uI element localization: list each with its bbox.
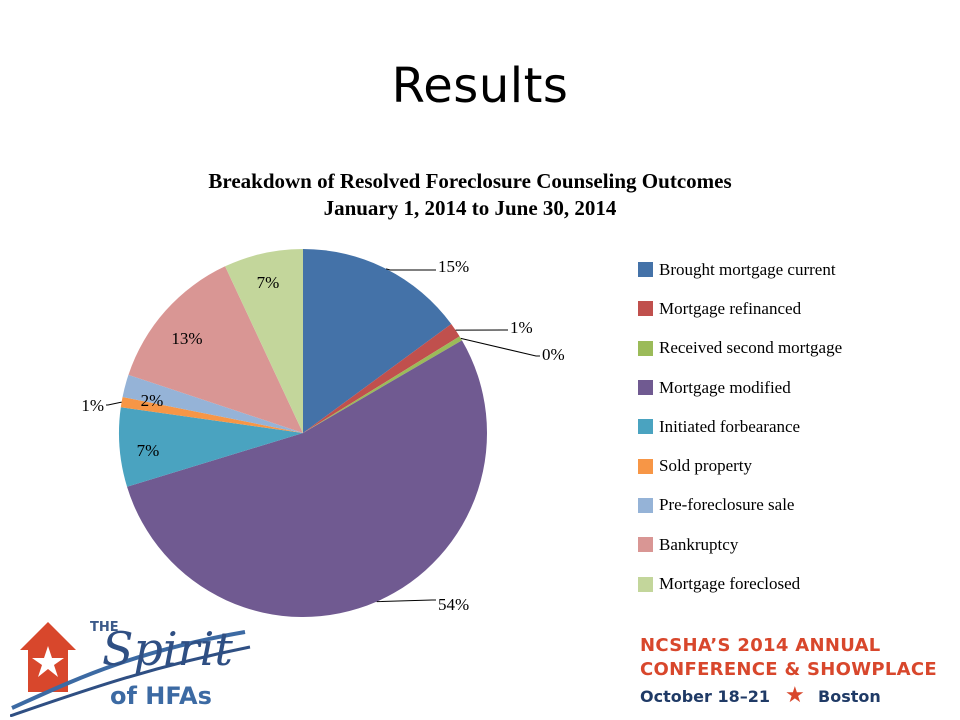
logo-of-text: of [110,682,137,710]
house-star-icon [10,622,251,717]
leader-line [376,599,436,603]
legend-label: Bankruptcy [659,534,739,554]
chart-subtitle: January 1, 2014 to June 30, 2014 [323,196,617,220]
legend-label: Mortgage modified [659,377,791,397]
pie-slice-mortgage-foreclosed [225,249,303,433]
conference-city: Boston [818,687,881,706]
legend-item: Initiated forbearance [638,407,842,446]
legend-item: Received second mortgage [638,329,842,368]
pie-slice-bankruptcy [128,266,303,433]
legend-label: Received second mortgage [659,338,843,358]
star-icon: ★ [785,682,805,707]
data-label: 2% [141,391,164,410]
data-label: 15% [438,257,469,276]
data-label: 1% [81,396,104,415]
legend-item: Mortgage modified [638,368,842,407]
data-label: 54% [438,595,469,614]
pie-slice-sold-property [120,397,303,433]
legend-label: Brought mortgage current [659,259,836,279]
pie-slice-mortgage-refinanced [303,324,460,433]
slide-title: Results [391,58,569,114]
spirit-of-hfas-logo: THE Spirit of HFAs [10,612,260,717]
legend-item: Mortgage foreclosed [638,564,842,603]
legend-label: Pre-foreclosure sale [659,495,795,515]
logo-hfas-word: HFAs [145,682,212,710]
pie-slice-initiated-forbearance [118,407,303,487]
data-label: 0% [542,345,565,364]
chart-legend: Brought mortgage current Mortgage refinan… [638,250,842,604]
logo-hfas-text: of HFAs [110,682,212,710]
legend-item: Sold property [638,446,842,485]
data-label: 7% [257,273,280,292]
legend-swatch [638,301,653,317]
leader-line [106,401,122,406]
legend-swatch [638,458,653,474]
legend-swatch [638,576,653,592]
chart-title-line: Breakdown of Resolved Foreclosure Counse… [208,169,732,193]
logo-the-text: THE [90,620,119,635]
chart-title: Breakdown of Resolved Foreclosure Counse… [100,168,840,222]
data-label: 1% [510,318,533,337]
legend-label: Mortgage foreclosed [659,574,801,594]
pie-slice-mortgage-modified [127,340,488,618]
conference-dates: October 18–21 [640,687,771,706]
conference-title-line2: CONFERENCE & SHOWPLACE [640,659,938,680]
leader-line [385,268,436,271]
logo-spirit-text: Spirit [102,622,233,676]
legend-swatch [638,537,653,553]
pie-slice-brought-mortgage-current [303,249,452,433]
legend-swatch [638,262,653,278]
legend-label: Mortgage refinanced [659,298,802,318]
leader-line [460,337,540,357]
legend-label: Initiated forbearance [659,416,801,436]
legend-item: Pre-foreclosure sale [638,486,842,525]
legend-label: Sold property [659,456,753,476]
legend-swatch [638,497,653,513]
legend-item: Mortgage refinanced [638,289,842,328]
pie-slice-received-second-mortgage [303,336,462,433]
data-label: 7% [137,441,160,460]
legend-swatch [638,419,653,435]
legend-swatch [638,340,653,356]
legend-swatch [638,380,653,396]
data-label: 13% [171,329,202,348]
legend-item: Brought mortgage current [638,250,842,289]
pie-slice-pre-foreclosure-sale [122,374,303,433]
conference-title-line1: NCSHA’S 2014 ANNUAL [640,635,881,656]
legend-item: Bankruptcy [638,525,842,564]
